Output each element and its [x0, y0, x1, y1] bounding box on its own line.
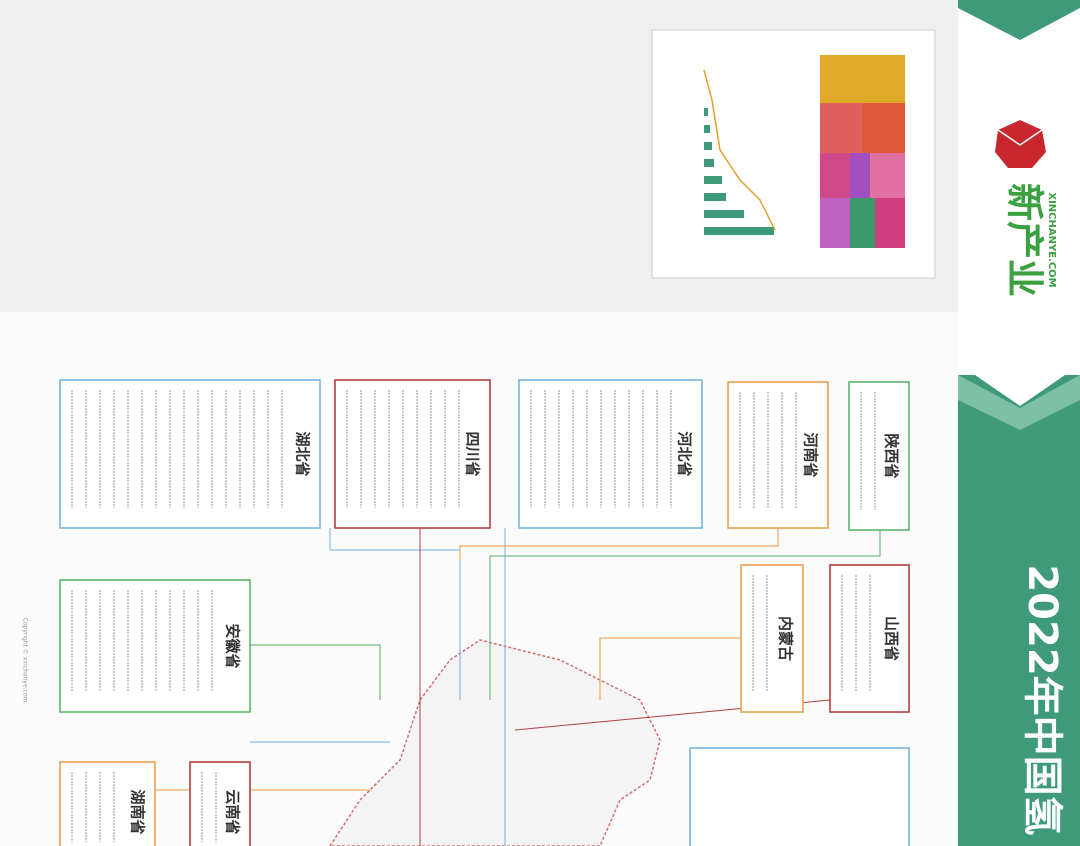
- band-notch: [975, 375, 1065, 406]
- province-name: 陕西省: [883, 433, 901, 478]
- bar: [704, 108, 708, 116]
- province-name: 安徽省: [224, 623, 242, 668]
- bar: [704, 193, 726, 201]
- treemap-block: [850, 153, 870, 198]
- bar-group: [704, 108, 774, 235]
- band-bottom: [958, 375, 1080, 846]
- logo-url: XINCHANYE.COM: [1046, 192, 1057, 287]
- treemap-block: [875, 198, 905, 248]
- connector: [489, 530, 881, 700]
- info-box: [689, 747, 910, 846]
- province-box: [848, 381, 910, 531]
- treemap-block: [850, 198, 875, 248]
- province-box: [59, 579, 251, 713]
- trend-line: [703, 69, 776, 231]
- bar: [704, 176, 722, 184]
- province-name: 内蒙古: [777, 616, 795, 661]
- treemap-block: [870, 153, 905, 198]
- treemap-block: [820, 198, 850, 248]
- province-box: [59, 761, 156, 846]
- province-name: 四川省: [464, 431, 482, 476]
- province-name: 湖南省: [129, 789, 147, 834]
- band-stripe: [958, 375, 1080, 430]
- treemap-block: [820, 55, 905, 103]
- treemap-block: [820, 103, 862, 153]
- logo-icon-line: [997, 129, 1043, 146]
- province-name: 湖北省: [294, 431, 312, 476]
- connector: [250, 644, 381, 700]
- province-box: [189, 761, 251, 846]
- province-box: [518, 379, 703, 529]
- province-box: [59, 379, 321, 529]
- connector: [459, 528, 779, 560]
- bar: [704, 227, 774, 235]
- map-outline: [329, 639, 661, 846]
- bar: [704, 210, 744, 218]
- bar: [704, 125, 710, 133]
- treemap-block: [820, 153, 850, 198]
- province-name: 云南省: [224, 789, 242, 834]
- treemap-block: [862, 103, 905, 153]
- page-title: 2022年中国氢: [1019, 564, 1065, 835]
- band-top: [958, 0, 1080, 40]
- province-name: 河北省: [676, 431, 694, 476]
- copyright: Copyright © xinchanye.com: [22, 618, 29, 703]
- connector: [599, 637, 741, 700]
- bar: [704, 159, 714, 167]
- bar: [704, 142, 712, 150]
- province-name: 山西省: [883, 616, 901, 661]
- province-box: [740, 564, 804, 713]
- logo-text: 新产业: [1003, 183, 1047, 297]
- province-box: [727, 381, 829, 529]
- connector: [329, 528, 461, 700]
- province-name: 河南省: [802, 432, 820, 477]
